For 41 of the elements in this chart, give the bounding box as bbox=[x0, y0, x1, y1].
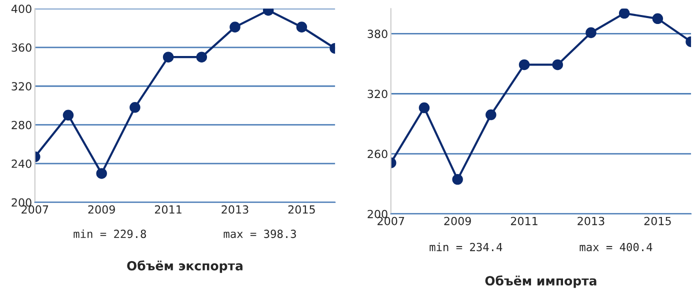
x-tick-label: 2011 bbox=[510, 216, 538, 226]
x-tick-label: 2007 bbox=[22, 205, 48, 214]
point bbox=[130, 102, 140, 113]
point bbox=[162, 52, 174, 62]
y-tick-label: 240 bbox=[12, 160, 32, 168]
y-tick-label: 260 bbox=[368, 150, 388, 158]
x-tick-label: 2011 bbox=[154, 205, 182, 214]
text: min = 229.8 bbox=[74, 229, 146, 238]
y-tick-label: 200 bbox=[368, 210, 388, 218]
point bbox=[230, 22, 240, 32]
y-tick-label: 320 bbox=[12, 82, 32, 90]
y-tick-label: 380 bbox=[368, 30, 388, 38]
point bbox=[418, 102, 430, 114]
point bbox=[296, 22, 308, 32]
point bbox=[586, 27, 596, 38]
point bbox=[652, 13, 664, 24]
y-tick-label: 280 bbox=[12, 120, 32, 130]
y-tick-label: 320 bbox=[368, 90, 388, 98]
x-tick-label: 2009 bbox=[88, 205, 115, 214]
point bbox=[96, 168, 107, 179]
y-tick-label: 200 bbox=[12, 198, 32, 207]
x-tick-label: 2015 bbox=[288, 205, 315, 214]
x-tick-label: 2013 bbox=[222, 205, 248, 214]
point bbox=[196, 52, 208, 62]
text: Объём экспорта bbox=[127, 260, 242, 273]
text: max = 400.4 bbox=[580, 242, 652, 252]
y-tick-label: 400 bbox=[11, 4, 32, 14]
point bbox=[618, 8, 630, 19]
text: max = 398.3 bbox=[224, 230, 296, 238]
point bbox=[518, 59, 530, 70]
x-tick-label: 2015 bbox=[644, 216, 671, 226]
x-tick-label: 2007 bbox=[378, 216, 404, 226]
x-tick-label: 2013 bbox=[578, 216, 604, 226]
x-tick-label: 2009 bbox=[444, 216, 471, 226]
text: min = 234.4 bbox=[430, 242, 502, 252]
point bbox=[452, 174, 463, 185]
point bbox=[62, 110, 74, 121]
point bbox=[486, 109, 496, 120]
point bbox=[552, 59, 564, 70]
y-tick-label: 360 bbox=[12, 43, 32, 52]
text: Объём импорта bbox=[485, 275, 596, 288]
